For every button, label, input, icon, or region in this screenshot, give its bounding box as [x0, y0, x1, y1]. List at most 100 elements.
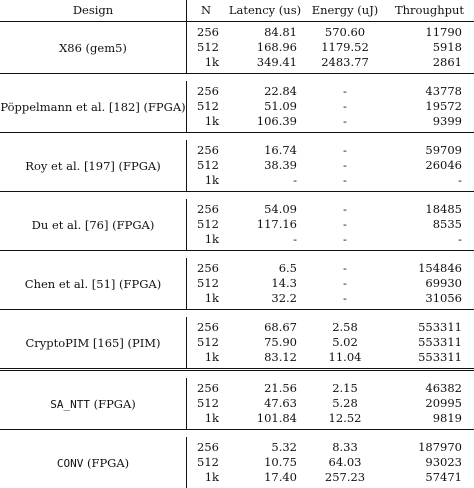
separator-rule	[0, 310, 474, 318]
latency-cell: 68.67	[225, 317, 305, 335]
throughput-cell: 69930	[385, 276, 474, 291]
n-cell: 512	[187, 217, 226, 232]
energy-cell: 12.52	[305, 411, 385, 430]
n-cell: 1k	[187, 114, 226, 133]
n-cell: 1k	[187, 411, 226, 430]
design-cell: Roy et al. [197] (FPGA)	[0, 140, 187, 192]
latency-cell: 168.96	[225, 40, 305, 55]
n-cell: 256	[187, 378, 226, 396]
energy-cell: -	[305, 99, 385, 114]
energy-cell: -	[305, 232, 385, 251]
design-cell: X86 (gem5)	[0, 22, 187, 74]
latency-cell: -	[225, 232, 305, 251]
latency-cell: 117.16	[225, 217, 305, 232]
group-separator	[0, 133, 474, 141]
throughput-cell: 57471	[385, 470, 474, 488]
n-cell: 1k	[187, 350, 226, 370]
n-cell: 512	[187, 455, 226, 470]
throughput-cell: 46382	[385, 378, 474, 396]
latency-cell: 38.39	[225, 158, 305, 173]
group-separator	[0, 310, 474, 318]
n-cell: 256	[187, 317, 226, 335]
group-separator	[0, 192, 474, 200]
latency-cell: 6.5	[225, 258, 305, 276]
n-cell: 256	[187, 22, 226, 41]
energy-cell: 1179.52	[305, 40, 385, 55]
latency-cell: 21.56	[225, 378, 305, 396]
throughput-cell: 553311	[385, 317, 474, 335]
latency-cell: 54.09	[225, 199, 305, 217]
header-throughput: Throughput	[385, 0, 474, 22]
design-cell: CONV (FPGA)	[0, 437, 187, 488]
throughput-cell: 59709	[385, 140, 474, 158]
throughput-cell: 2861	[385, 55, 474, 74]
energy-cell: -	[305, 258, 385, 276]
throughput-cell: 9399	[385, 114, 474, 133]
energy-cell: -	[305, 114, 385, 133]
throughput-cell: 5918	[385, 40, 474, 55]
n-cell: 256	[187, 258, 226, 276]
group-separator	[0, 74, 474, 82]
latency-cell: 106.39	[225, 114, 305, 133]
n-cell: 512	[187, 158, 226, 173]
throughput-cell: 31056	[385, 291, 474, 310]
design-platform: (FPGA)	[90, 397, 136, 411]
n-cell: 1k	[187, 55, 226, 74]
design-code-name: CONV	[57, 457, 84, 470]
latency-cell: 83.12	[225, 350, 305, 370]
throughput-cell: 8535	[385, 217, 474, 232]
n-cell: 256	[187, 140, 226, 158]
header-design: Design	[0, 0, 187, 22]
energy-cell: -	[305, 291, 385, 310]
n-cell: 512	[187, 99, 226, 114]
n-cell: 256	[187, 199, 226, 217]
latency-cell: 22.84	[225, 81, 305, 99]
n-cell: 1k	[187, 470, 226, 488]
energy-cell: 2483.77	[305, 55, 385, 74]
energy-cell: 8.33	[305, 437, 385, 455]
throughput-cell: 9819	[385, 411, 474, 430]
latency-cell: 17.40	[225, 470, 305, 488]
n-cell: 512	[187, 276, 226, 291]
latency-cell: 101.84	[225, 411, 305, 430]
latency-cell: 47.63	[225, 396, 305, 411]
design-platform: (FPGA)	[83, 456, 129, 470]
header-n: N	[187, 0, 226, 22]
n-cell: 256	[187, 437, 226, 455]
group-separator	[0, 251, 474, 259]
energy-cell: 2.15	[305, 378, 385, 396]
separator-rule	[0, 192, 474, 200]
n-cell: 512	[187, 40, 226, 55]
throughput-cell: 19572	[385, 99, 474, 114]
energy-cell: 11.04	[305, 350, 385, 370]
design-cell: Chen et al. [51] (FPGA)	[0, 258, 187, 310]
throughput-cell: 553311	[385, 350, 474, 370]
n-cell: 1k	[187, 173, 226, 192]
throughput-cell: 553311	[385, 335, 474, 350]
energy-cell: 570.60	[305, 22, 385, 41]
energy-cell: -	[305, 276, 385, 291]
latency-cell: 32.2	[225, 291, 305, 310]
design-cell: SA_NTT (FPGA)	[0, 378, 187, 430]
energy-cell: 5.28	[305, 396, 385, 411]
throughput-cell: 93023	[385, 455, 474, 470]
header-latency: Latency (us)	[225, 0, 305, 22]
n-cell: 1k	[187, 232, 226, 251]
n-cell: 512	[187, 396, 226, 411]
design-cell: Du et al. [76] (FPGA)	[0, 199, 187, 251]
latency-cell: 84.81	[225, 22, 305, 41]
latency-cell: 75.90	[225, 335, 305, 350]
separator-rule	[0, 133, 474, 141]
design-cell: Pöppelmann et al. [182] (FPGA)	[0, 81, 187, 133]
group-separator	[0, 430, 474, 438]
throughput-cell: 154846	[385, 258, 474, 276]
throughput-cell: -	[385, 232, 474, 251]
throughput-cell: -	[385, 173, 474, 192]
